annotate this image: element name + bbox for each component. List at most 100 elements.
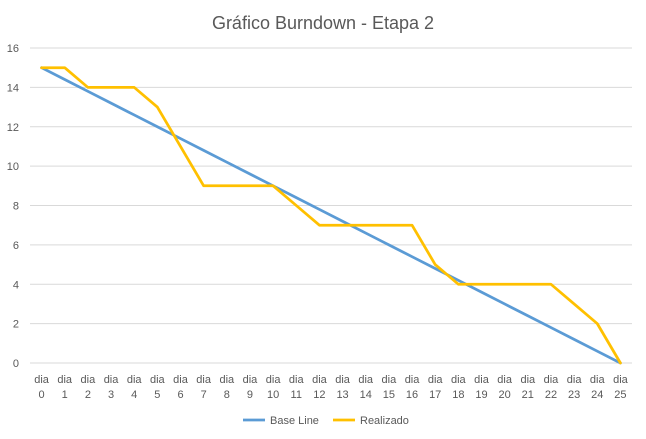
x-tick-label-number: 23 <box>568 389 580 401</box>
x-tick-label: dia 15 <box>382 374 398 401</box>
series-lines <box>40 66 622 365</box>
x-tick-label: dia 5 <box>150 374 166 401</box>
x-tick-label: dia 24 <box>590 374 606 401</box>
x-tick-label-word: dia <box>219 374 235 386</box>
x-tick-label-word: dia <box>520 374 536 386</box>
x-tick-label: dia 19 <box>474 374 490 401</box>
x-tick-label: dia 3 <box>104 374 120 401</box>
x-tick-label-number: 18 <box>452 389 464 401</box>
x-tick-label: dia 17 <box>428 374 444 401</box>
x-tick-label-number: 2 <box>85 389 91 401</box>
x-tick-label-number: 7 <box>201 389 207 401</box>
x-tick-label-word: dia <box>405 374 421 386</box>
legend-item: Realizado <box>333 415 409 427</box>
x-tick-label-word: dia <box>127 374 143 386</box>
x-tick-label: dia 20 <box>497 374 513 401</box>
x-tick-label-word: dia <box>196 374 212 386</box>
legend-item: Base Line <box>243 415 319 427</box>
x-tick-label-number: 11 <box>291 389 302 401</box>
x-tick-label: dia 25 <box>613 374 629 401</box>
x-tick-label: dia 12 <box>312 374 328 401</box>
x-tick-label: dia 9 <box>243 374 259 401</box>
x-tick-label: dia 16 <box>405 374 421 401</box>
legend-label: Realizado <box>360 415 409 427</box>
x-tick-label-word: dia <box>428 374 444 386</box>
x-tick-label-word: dia <box>497 374 513 386</box>
x-tick-label-word: dia <box>104 374 120 386</box>
x-tick-label-word: dia <box>613 374 629 386</box>
x-tick-label-number: 1 <box>62 389 68 401</box>
x-tick-label-number: 16 <box>406 389 418 401</box>
x-tick-label-word: dia <box>34 374 50 386</box>
x-tick-label: dia 21 <box>520 374 536 401</box>
x-tick-label-number: 0 <box>39 389 45 401</box>
x-tick-label-number: 15 <box>383 389 395 401</box>
y-tick-label: 4 <box>13 279 19 291</box>
x-tick-label-word: dia <box>266 374 282 386</box>
x-tick-label: dia 23 <box>567 374 583 401</box>
x-tick-label: dia 0 <box>34 374 50 401</box>
x-tick-label-number: 5 <box>154 389 160 401</box>
x-tick-label-number: 21 <box>522 389 534 401</box>
y-axis-tick-labels: 0 2 4 6 8 10 12 14 16 <box>7 43 19 370</box>
legend-label: Base Line <box>270 415 319 427</box>
x-tick-label-word: dia <box>335 374 351 386</box>
x-tick-label-word: dia <box>358 374 374 386</box>
y-tick-label: 6 <box>13 240 19 252</box>
x-tick-label: dia 14 <box>358 374 374 401</box>
x-tick-label: dia 13 <box>335 374 351 401</box>
y-tick-label: 2 <box>13 319 19 331</box>
x-tick-label: dia 8 <box>219 374 235 401</box>
x-tick-label: dia 18 <box>451 374 467 401</box>
x-tick-label-number: 25 <box>614 389 626 401</box>
x-axis-tick-labels: dia 0 dia 1 dia 2 dia 3 dia 4 dia 5 dia 6 dia 7 dia 8 dia 9… <box>34 374 628 401</box>
x-tick-label-word: dia <box>544 374 560 386</box>
x-tick-label-number: 19 <box>475 389 487 401</box>
x-tick-label: dia 10 <box>266 374 282 401</box>
x-tick-label: dia 2 <box>81 374 97 401</box>
x-tick-label-number: 10 <box>267 389 279 401</box>
x-tick-label-number: 6 <box>177 389 183 401</box>
x-tick-label-word: dia <box>451 374 467 386</box>
x-tick-label-word: dia <box>382 374 398 386</box>
x-tick-label-number: 13 <box>336 389 348 401</box>
x-tick-label-word: dia <box>81 374 97 386</box>
x-tick-label-number: 3 <box>108 389 114 401</box>
x-tick-label-number: 20 <box>499 389 511 401</box>
x-tick-label-number: 4 <box>131 389 137 401</box>
x-tick-label-number: 12 <box>313 389 325 401</box>
chart-title: Gráfico Burndown - Etapa 2 <box>212 13 434 33</box>
x-tick-label-word: dia <box>289 374 305 386</box>
x-tick-label-word: dia <box>567 374 583 386</box>
x-tick-label: dia 1 <box>57 374 73 401</box>
x-tick-label-word: dia <box>243 374 259 386</box>
x-tick-label-number: 8 <box>224 389 230 401</box>
x-tick-label-word: dia <box>590 374 606 386</box>
x-tick-label-word: dia <box>312 374 328 386</box>
series-line-base-line <box>40 66 622 365</box>
y-tick-label: 8 <box>13 201 19 213</box>
x-tick-label: dia 4 <box>127 374 143 401</box>
y-tick-label: 14 <box>7 82 19 94</box>
gridlines <box>30 47 632 364</box>
x-tick-label: dia 11 <box>289 374 305 401</box>
y-tick-label: 0 <box>13 358 19 370</box>
x-tick-label-word: dia <box>474 374 490 386</box>
y-tick-label: 10 <box>7 161 19 173</box>
x-tick-label-number: 14 <box>360 389 372 401</box>
series-line-realizado <box>40 66 622 365</box>
x-tick-label-word: dia <box>150 374 166 386</box>
x-tick-label-number: 24 <box>591 389 603 401</box>
x-tick-label-number: 22 <box>545 389 557 401</box>
legend: Base Line Realizado <box>243 415 409 427</box>
x-tick-label: dia 6 <box>173 374 189 401</box>
x-tick-label-number: 17 <box>429 389 441 401</box>
x-tick-label-number: 9 <box>247 389 253 401</box>
x-tick-label: dia 7 <box>196 374 212 401</box>
x-tick-label-word: dia <box>173 374 189 386</box>
y-tick-label: 12 <box>7 122 19 134</box>
x-tick-label: dia 22 <box>544 374 560 401</box>
y-tick-label: 16 <box>7 43 19 55</box>
x-tick-label-word: dia <box>57 374 73 386</box>
